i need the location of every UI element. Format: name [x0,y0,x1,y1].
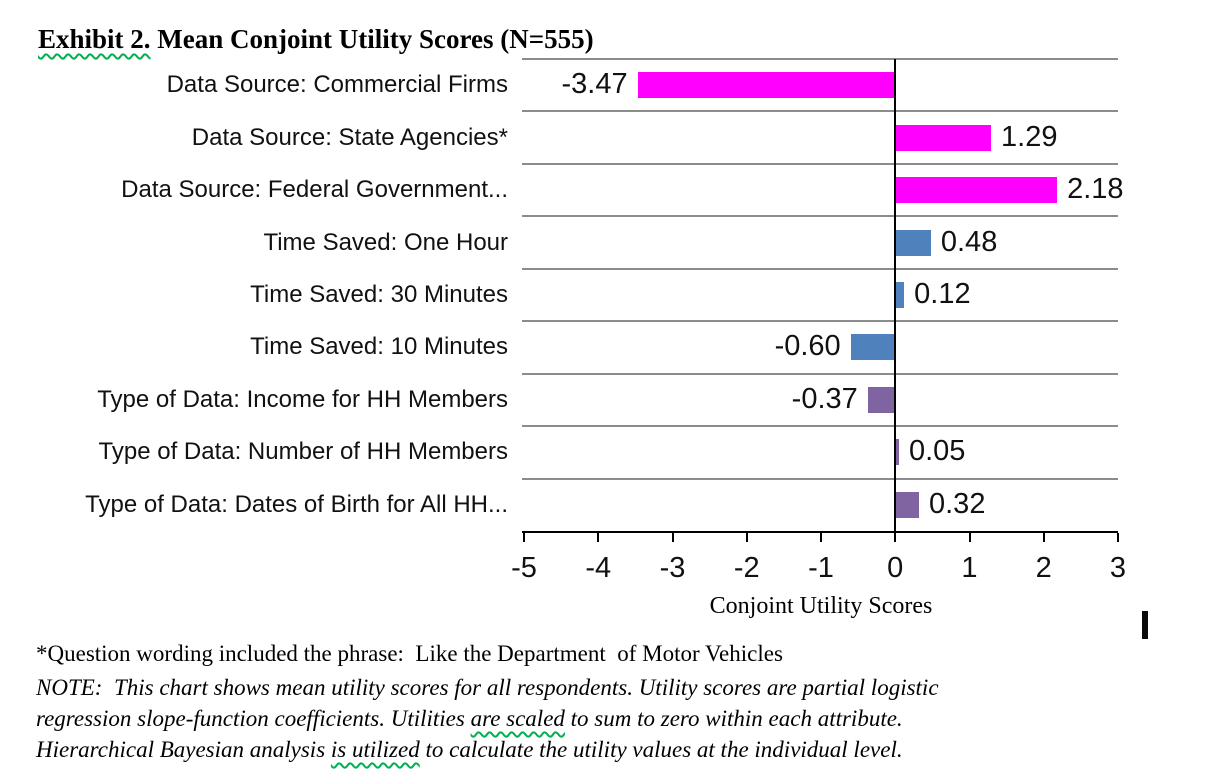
bar [895,177,1058,204]
gridline [522,425,1118,428]
gridline [522,58,1118,60]
x-axis-tick-label: -5 [511,552,537,584]
footnote-note-line: Hierarchical Bayesian analysis is utiliz… [36,734,939,765]
x-axis-tick-label: -1 [808,552,834,584]
category-label: Type of Data: Dates of Birth for All HH.… [85,490,508,518]
gridline [522,320,1118,323]
x-axis-tick-label: -3 [659,552,686,584]
zero-axis-line [894,59,897,540]
x-axis-tick-label: 0 [887,552,904,584]
bar [850,334,896,361]
text-cursor-mark [1142,611,1148,639]
spellcheck-flagged-text: are scaled [470,706,565,731]
x-axis-tick [820,533,822,542]
value-label: -0.60 [774,330,841,363]
value-label: 0.12 [914,278,971,310]
x-axis-title: Conjoint Utility Scores [709,593,933,619]
x-axis-tick-label: 1 [961,552,978,584]
value-label: 0.32 [929,487,986,520]
footnote-text: Hierarchical Bayesian analysis [36,737,331,762]
category-label: Time Saved: 10 Minutes [250,333,508,361]
value-label: -3.47 [561,68,628,101]
category-label: Time Saved: 30 Minutes [250,280,508,308]
chart-title: Exhibit 2. Mean Conjoint Utility Scores … [38,24,594,55]
value-label: 0.05 [908,435,966,468]
x-axis-tick [1117,533,1119,542]
spellcheck-flagged-text: is utilized [330,737,420,762]
footnote-note: NOTE: This chart shows mean utility scor… [36,672,939,765]
x-axis-tick-label: 3 [1109,552,1127,584]
x-axis-tick [671,533,674,542]
bar [867,386,896,413]
x-axis-tick [894,533,897,542]
category-label: Data Source: State Agencies* [191,123,508,151]
category-label: Type of Data: Number of HH Members [98,438,508,466]
gridline [522,477,1118,480]
value-label: 2.18 [1067,173,1124,206]
footnote-text: NOTE: This chart shows mean utility scor… [36,675,939,700]
footnote-note-line: NOTE: This chart shows mean utility scor… [36,672,939,703]
category-label: Type of Data: Income for HH Members [97,385,508,413]
bar [895,282,905,308]
bar [637,72,896,99]
x-axis-tick-label: -2 [733,552,760,584]
gridline [522,162,1118,165]
x-axis-tick [523,533,525,542]
category-label: Time Saved: One Hour [263,228,508,256]
value-label: 1.29 [1001,120,1058,153]
chart-title-exhibit-number: Exhibit 2. [38,24,151,54]
footnote-text: to calculate the utility values at the i… [419,737,903,762]
footnote-note-line: regression slope-function coefficients. … [36,703,939,734]
x-axis-tick [968,533,971,542]
x-axis-tick-label: -4 [585,552,612,584]
x-axis-tick-label: 2 [1035,552,1052,584]
x-axis-tick [745,533,748,542]
bar [895,439,899,466]
gridline [522,372,1118,375]
value-label: -0.37 [791,382,858,415]
gridline [522,215,1118,218]
x-axis-tick [1042,533,1045,542]
bar [895,229,931,256]
value-label: 0.48 [940,225,998,258]
chart-title-text: Mean Conjoint Utility Scores (N=555) [150,24,594,54]
footnote-asterisk: *Question wording included the phrase: L… [36,641,783,666]
category-label: Data Source: Commercial Firms [166,71,508,99]
x-axis-tick [597,533,600,542]
category-label: Data Source: Federal Government... [121,176,508,204]
bar [895,124,992,151]
gridline [522,110,1118,113]
gridline [522,267,1118,270]
footnote-text: regression slope-function coefficients. … [36,706,471,731]
bar [895,491,919,518]
x-axis-line [522,531,1118,533]
footnote-text: to sum to zero within each attribute. [564,706,903,731]
